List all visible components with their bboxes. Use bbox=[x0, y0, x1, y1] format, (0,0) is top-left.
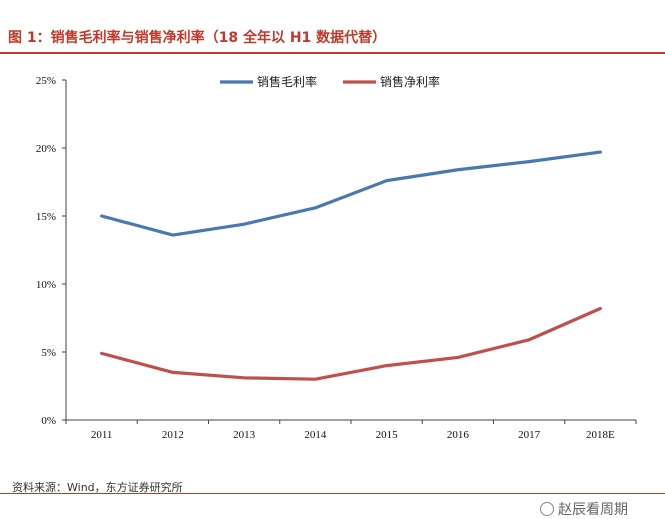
x-tick-label: 2012 bbox=[162, 429, 184, 441]
x-tick-label: 2017 bbox=[518, 429, 541, 441]
footer-rule bbox=[0, 493, 665, 494]
x-tick-label: 2013 bbox=[233, 429, 256, 441]
wechat-icon bbox=[540, 502, 554, 516]
y-tick-label: 15% bbox=[36, 211, 56, 223]
figure-title: 图 1：销售毛利率与销售净利率（18 全年以 H1 数据代替） bbox=[8, 30, 387, 46]
x-tick-label: 2015 bbox=[376, 429, 399, 441]
y-tick-label: 20% bbox=[36, 143, 56, 155]
watermark-text: 赵辰看周期 bbox=[558, 502, 628, 518]
y-tick-label: 10% bbox=[36, 279, 56, 291]
x-tick-label: 2016 bbox=[447, 429, 470, 441]
watermark: 赵辰看周期 bbox=[540, 499, 628, 519]
x-tick-label: 2018E bbox=[586, 429, 615, 441]
source-note: 资料来源：Wind，东方证券研究所 bbox=[12, 481, 183, 494]
y-tick-label: 5% bbox=[41, 347, 56, 359]
y-tick-label: 0% bbox=[41, 415, 56, 427]
x-tick-label: 2011 bbox=[91, 429, 113, 441]
title-rule bbox=[0, 52, 665, 54]
legend-label-1: 销售毛利率 bbox=[257, 74, 317, 89]
y-tick-label: 25% bbox=[36, 75, 56, 87]
series-line-2 bbox=[100, 306, 602, 381]
legend-label-2: 销售净利率 bbox=[380, 74, 440, 89]
series-line-1 bbox=[100, 150, 602, 237]
x-tick-label: 2014 bbox=[304, 429, 327, 441]
